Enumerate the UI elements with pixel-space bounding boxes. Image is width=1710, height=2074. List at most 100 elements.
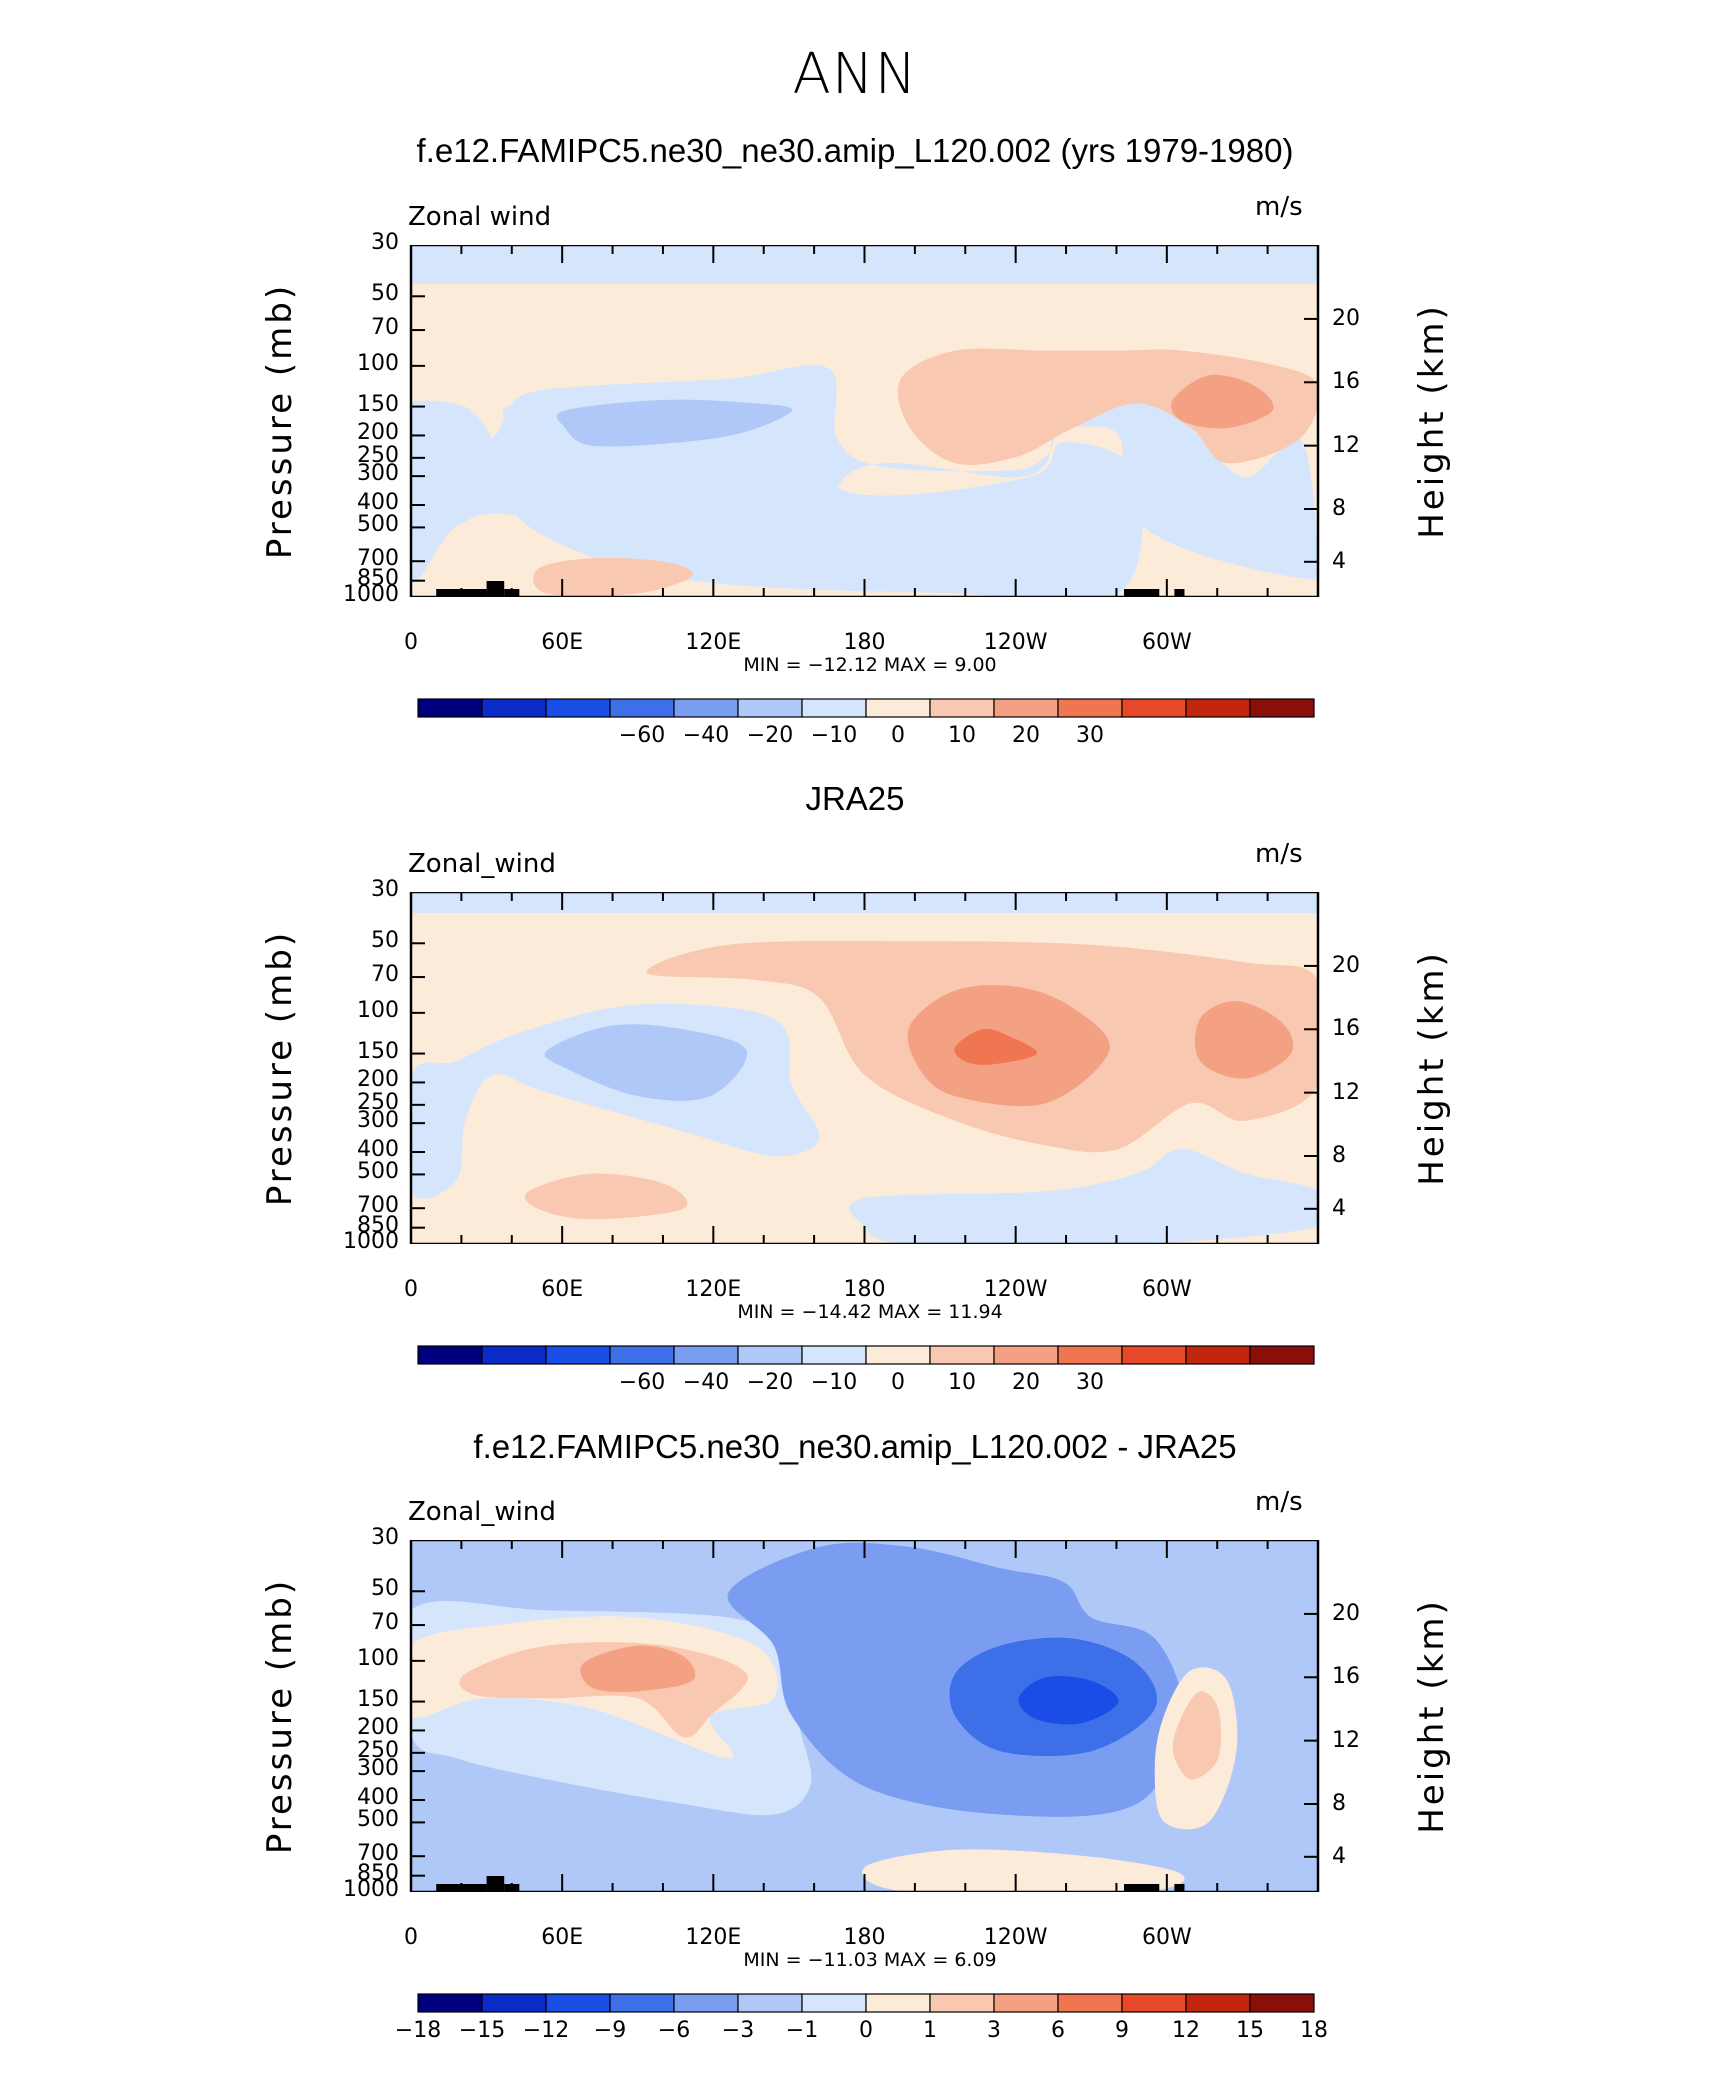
colorbar-label: 3 [987, 2018, 1001, 2043]
units-label: m/s [1255, 1487, 1303, 1517]
y-tick-label: 700 [357, 546, 399, 572]
y-tick-label: 200 [357, 420, 399, 446]
colorbar-label: −3 [721, 2018, 755, 2043]
x-tick-label: 180 [843, 1277, 886, 1302]
field-label: Zonal_wind [408, 849, 556, 879]
colorbar-box [929, 698, 995, 718]
x-tick-label: 60E [541, 630, 584, 655]
y-tick-label: 30 [371, 1525, 399, 1550]
y-tick-label: 200 [357, 1067, 399, 1093]
contour-neg-max [1018, 1675, 1119, 1725]
y-tick-label: 50 [371, 928, 399, 954]
x-tick-label: 120W [983, 1925, 1048, 1950]
x-tick-label: 120W [983, 1277, 1048, 1302]
y-tick-label: 250 [357, 442, 399, 468]
height-tick-label: 8 [1332, 496, 1346, 521]
contour-neg-light-2 [849, 1148, 1318, 1244]
y-tick-label: 250 [357, 1737, 399, 1763]
x-tick-label: 120E [685, 1925, 742, 1950]
main-title: ANN [792, 42, 918, 107]
colorbar-label: −10 [810, 723, 858, 748]
colorbar-box [801, 1993, 867, 2013]
colorbar-label: 0 [891, 723, 905, 748]
colorbar-box [1121, 1993, 1187, 2013]
topography-mask [1124, 1884, 1160, 1892]
colorbar-box [1185, 698, 1251, 718]
y-tick-label: 250 [357, 1089, 399, 1115]
colorbar-box [801, 698, 867, 718]
colorbar-label: 20 [1012, 1370, 1040, 1395]
x-tick-label: 60E [541, 1925, 584, 1950]
height-tick-label: 4 [1332, 1195, 1346, 1221]
colorbar-box [801, 1345, 867, 1365]
colorbar-label: −40 [682, 1370, 730, 1395]
x-tick-label: 180 [843, 630, 886, 655]
colorbar-label: 12 [1172, 2018, 1200, 2043]
colorbar-label: −60 [618, 723, 666, 748]
colorbar-box [673, 1993, 739, 2013]
y-tick-label: 400 [357, 490, 399, 516]
colorbar-label: −20 [746, 723, 794, 748]
y-tick-label: 150 [357, 1686, 399, 1712]
contour-pos-2 [1171, 374, 1274, 429]
panel-title: JRA25 [805, 780, 905, 817]
contour-neg-mid [544, 1024, 748, 1101]
contour-pos-3 [580, 1645, 696, 1693]
colorbar-box [481, 698, 547, 718]
colorbar-box [865, 1993, 931, 2013]
x-tick-label: 0 [404, 1277, 418, 1302]
colorbar-label: 6 [1051, 2018, 1065, 2043]
contour-pos-low [533, 557, 693, 597]
height-tick-label: 8 [1332, 1143, 1346, 1168]
contour-pos-3 [954, 1028, 1038, 1065]
y-tick-label: 100 [357, 350, 399, 376]
colorbar-label: −18 [394, 2018, 442, 2043]
y-tick-label: 50 [371, 1576, 399, 1602]
x-tick-label: 0 [404, 630, 418, 655]
topography-mask [1124, 589, 1160, 597]
colorbar-label: −9 [593, 2018, 627, 2043]
colorbar-box [481, 1345, 547, 1365]
units-label: m/s [1255, 192, 1303, 222]
colorbar-label: 0 [859, 2018, 873, 2043]
colorbar-label: 10 [948, 1370, 976, 1395]
y-tick-label: 850 [357, 1860, 399, 1886]
plot-frame [409, 245, 1320, 597]
height-tick-label: 16 [1332, 369, 1360, 395]
colorbar [417, 698, 1315, 718]
colorbar-label: −20 [746, 1370, 794, 1395]
contour-pos-2b [1194, 1001, 1294, 1079]
y-tick-label: 300 [357, 1756, 399, 1782]
colorbar-box [1057, 1345, 1123, 1365]
colorbar-box [993, 1345, 1059, 1365]
colorbar [417, 1993, 1315, 2013]
colorbar-label: 10 [948, 723, 976, 748]
colorbar-box [929, 1345, 995, 1365]
x-tick-label: 60W [1141, 1277, 1192, 1302]
colorbar-label: 15 [1236, 2018, 1264, 2043]
x-tick-label: 120E [685, 1277, 742, 1302]
colorbar-box [1249, 1345, 1315, 1365]
colorbar-box [865, 698, 931, 718]
colorbar-box [545, 1345, 611, 1365]
y-tick-label: 70 [371, 962, 399, 988]
colorbar-label: 18 [1300, 2018, 1328, 2043]
y-tick-label: 70 [371, 1610, 399, 1636]
panel-title: f.e12.FAMIPC5.ne30_ne30.amip_L120.002 - … [473, 1428, 1237, 1465]
colorbar-box [545, 698, 611, 718]
colorbar-box [737, 1345, 803, 1365]
contour-neg-mid [556, 399, 793, 447]
y-axis-title-right: Height (km) [1412, 1598, 1452, 1834]
y-tick-label: 150 [357, 1038, 399, 1064]
y-tick-label: 70 [371, 315, 399, 341]
colorbar-box [1057, 1993, 1123, 2013]
x-tick-label: 180 [843, 1925, 886, 1950]
colorbar-box [1121, 698, 1187, 718]
colorbar-box [417, 1993, 483, 2013]
y-tick-label: 100 [357, 997, 399, 1023]
colorbar-box [609, 698, 675, 718]
y-axis-title-right: Height (km) [1412, 950, 1452, 1186]
colorbar-box [865, 1345, 931, 1365]
colorbar-label: 0 [891, 1370, 905, 1395]
y-tick-label: 500 [357, 512, 399, 538]
